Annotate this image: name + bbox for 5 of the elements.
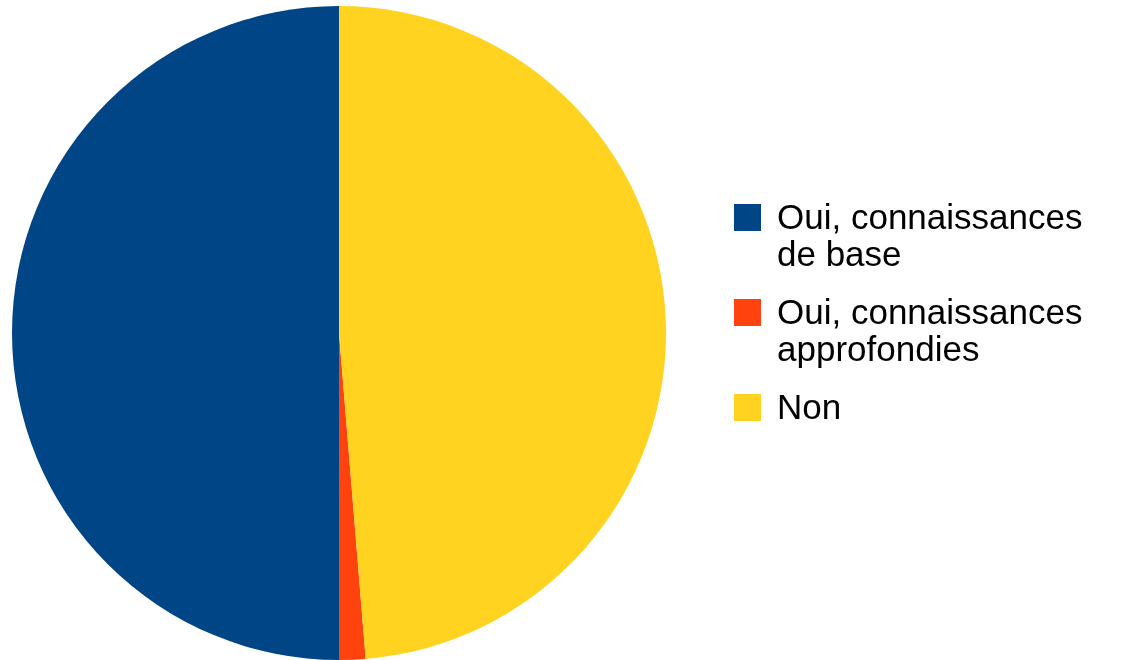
pie-slice [12,6,339,660]
legend-label: Non [777,386,842,426]
legend-label: Oui, connaissances de base [777,196,1083,273]
pie-slice [339,6,666,659]
legend-label: Oui, connaissances approfondies [777,291,1083,368]
